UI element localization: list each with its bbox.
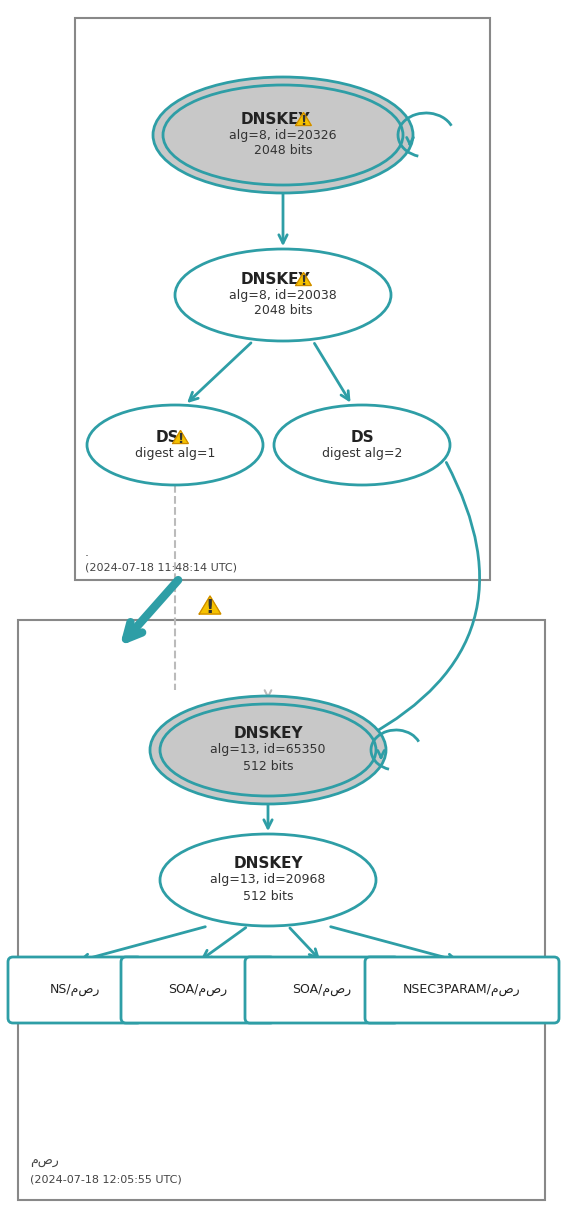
- Ellipse shape: [87, 405, 263, 485]
- Text: digest alg=2: digest alg=2: [322, 446, 402, 460]
- Text: 512 bits: 512 bits: [243, 759, 293, 773]
- Text: SOA/مصر: SOA/مصر: [168, 984, 227, 996]
- FancyBboxPatch shape: [8, 957, 142, 1023]
- Polygon shape: [296, 273, 311, 285]
- Text: .: .: [85, 545, 89, 558]
- Ellipse shape: [160, 705, 376, 796]
- Text: NSEC3PARAM/مصر: NSEC3PARAM/مصر: [403, 984, 521, 996]
- Text: alg=8, id=20038: alg=8, id=20038: [229, 289, 337, 301]
- Text: SOA/مصر: SOA/مصر: [292, 984, 351, 996]
- Text: DS: DS: [155, 429, 179, 445]
- Bar: [75, 18, 490, 580]
- Text: digest alg=1: digest alg=1: [135, 446, 215, 460]
- Text: DNSKEY: DNSKEY: [233, 727, 303, 741]
- Text: alg=8, id=20326: alg=8, id=20326: [229, 128, 337, 141]
- Polygon shape: [296, 112, 311, 126]
- Ellipse shape: [274, 405, 450, 485]
- FancyBboxPatch shape: [365, 957, 559, 1023]
- Text: DNSKEY: DNSKEY: [233, 857, 303, 872]
- Text: NS/مصر: NS/مصر: [50, 984, 100, 996]
- Text: !: !: [177, 432, 184, 446]
- FancyBboxPatch shape: [245, 957, 399, 1023]
- Ellipse shape: [163, 85, 403, 185]
- FancyBboxPatch shape: [121, 957, 275, 1023]
- Text: مصر: مصر: [30, 1156, 59, 1169]
- Text: DNSKEY: DNSKEY: [240, 111, 310, 127]
- Text: (2024-07-18 11:48:14 UTC): (2024-07-18 11:48:14 UTC): [85, 562, 237, 572]
- Text: !: !: [301, 113, 307, 128]
- Ellipse shape: [150, 696, 386, 805]
- Ellipse shape: [160, 834, 376, 926]
- Text: !: !: [301, 273, 307, 288]
- Text: 2048 bits: 2048 bits: [254, 305, 312, 317]
- Polygon shape: [199, 596, 221, 614]
- Ellipse shape: [153, 77, 413, 193]
- Polygon shape: [173, 430, 188, 444]
- Text: 2048 bits: 2048 bits: [254, 145, 312, 157]
- Ellipse shape: [175, 249, 391, 341]
- Text: !: !: [205, 597, 215, 617]
- Text: alg=13, id=65350: alg=13, id=65350: [210, 744, 326, 757]
- Text: (2024-07-18 12:05:55 UTC): (2024-07-18 12:05:55 UTC): [30, 1175, 182, 1185]
- Text: 512 bits: 512 bits: [243, 890, 293, 902]
- Bar: [18, 620, 545, 1199]
- Text: DS: DS: [350, 429, 374, 445]
- Text: DNSKEY: DNSKEY: [240, 272, 310, 286]
- Text: alg=13, id=20968: alg=13, id=20968: [211, 874, 325, 886]
